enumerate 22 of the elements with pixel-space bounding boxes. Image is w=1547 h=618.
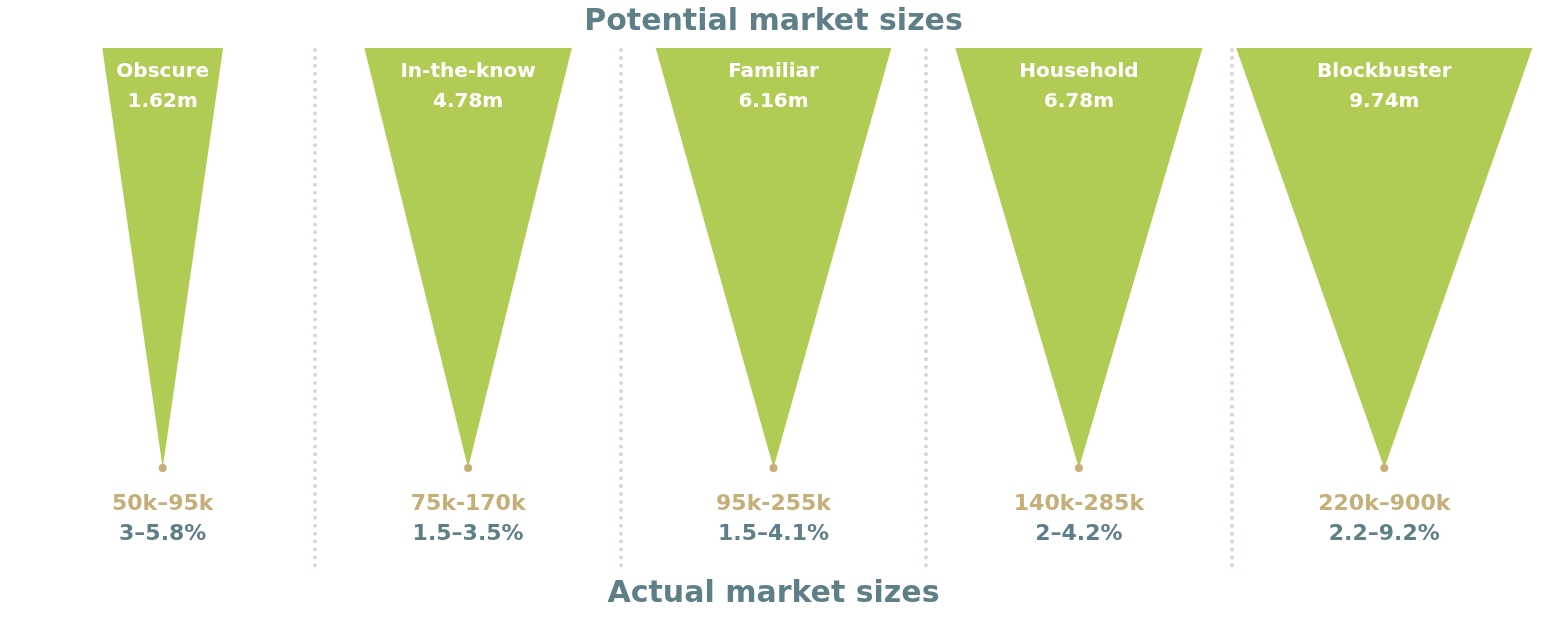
text: Potential market sizes [584, 1, 963, 37]
text: 3–5.8% [119, 519, 207, 545]
text: 1.5–3.5% [412, 519, 524, 545]
category-label: Household [1019, 58, 1139, 83]
text: 2–4.2% [1035, 519, 1123, 545]
text: 140k-285k [1013, 489, 1145, 515]
text: 95k-255k [716, 489, 831, 515]
text: 50k–95k [111, 489, 214, 515]
data-label: 6.16m [738, 88, 809, 113]
category-label: In-the-know [400, 58, 536, 83]
category-label: Familiar [728, 58, 820, 83]
text: Actual market sizes [607, 573, 940, 609]
data-label: 9.74m [1349, 88, 1420, 113]
text: 1.5–4.1% [718, 519, 829, 545]
category-label: Obscure [116, 58, 210, 83]
text: 75k-170k [410, 489, 526, 515]
data-label: 1.62m [127, 88, 198, 113]
category-label: Blockbuster [1317, 58, 1452, 83]
data-label: 4.78m [433, 88, 504, 113]
text: 2.2–9.2% [1328, 519, 1440, 545]
text: 220k–900k [1318, 489, 1451, 515]
data-label: 6.78m [1043, 88, 1114, 113]
